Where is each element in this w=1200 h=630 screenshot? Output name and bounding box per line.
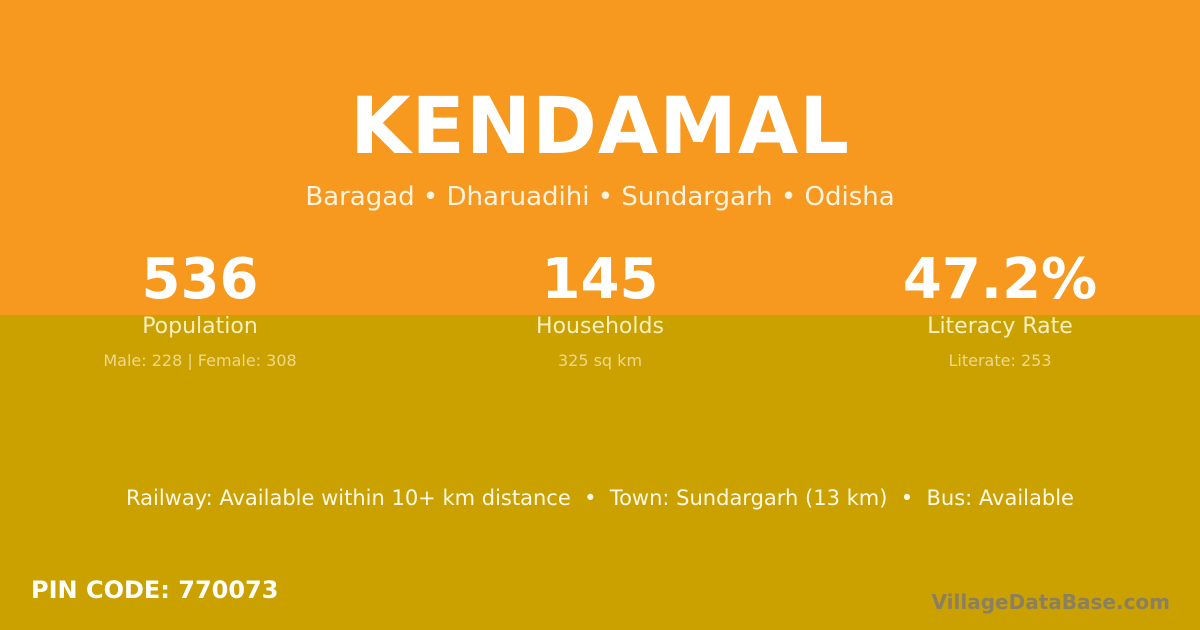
stat-value: 536 bbox=[141, 247, 259, 312]
village-name: KENDAMAL bbox=[350, 82, 850, 172]
stat-sub: 325 sq km bbox=[557, 351, 643, 370]
transport-info: Railway: Available within 10+ km distanc… bbox=[126, 486, 1074, 510]
pin-code: PIN CODE: 770073 bbox=[31, 576, 279, 604]
stat-label: Literacy Rate bbox=[927, 314, 1073, 339]
stat-label: Households bbox=[536, 314, 664, 339]
stat-population: 536 Population Male: 228 | Female: 308 bbox=[0, 247, 400, 371]
stat-literacy: 47.2% Literacy Rate Literate: 253 bbox=[800, 247, 1200, 371]
stat-sub: Male: 228 | Female: 308 bbox=[103, 351, 297, 370]
location-hierarchy: Baragad • Dharuadihi • Sundargarh • Odis… bbox=[305, 182, 895, 212]
watermark-logo: VillageDataBase.com bbox=[931, 590, 1170, 614]
stat-label: Population bbox=[142, 314, 258, 339]
stat-value: 47.2% bbox=[902, 247, 1098, 312]
stat-sub: Literate: 253 bbox=[948, 351, 1052, 370]
stat-value: 145 bbox=[541, 247, 659, 312]
stat-households: 145 Households 325 sq km bbox=[400, 247, 800, 371]
